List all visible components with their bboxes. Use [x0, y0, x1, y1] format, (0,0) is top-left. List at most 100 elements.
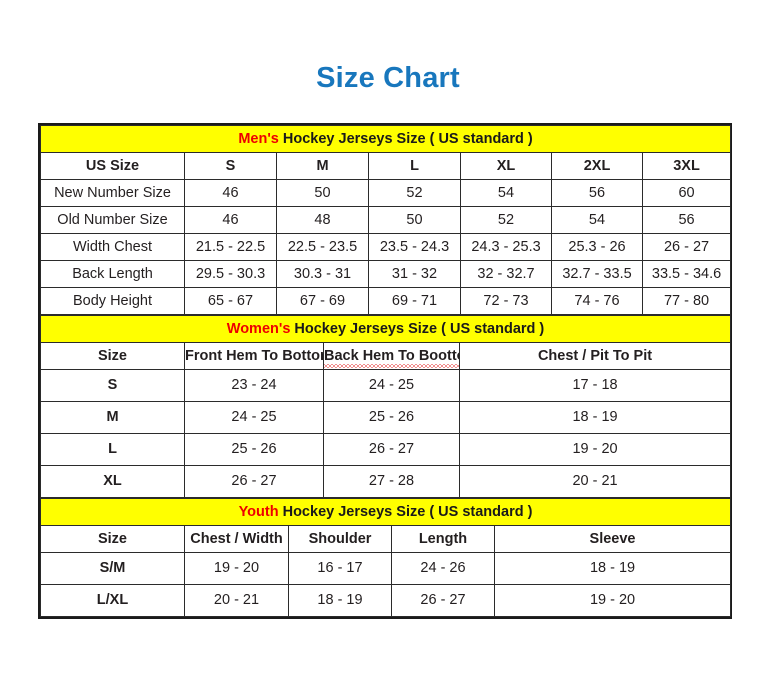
youth-banner-rest: Hockey Jerseys Size ( US standard ) — [278, 504, 533, 520]
womens-section-banner: Women's Hockey Jerseys Size ( US standar… — [39, 315, 732, 343]
womens-size-table: Women's Hockey Jerseys Size ( US standar… — [39, 315, 732, 498]
womens-col-head-1: Front Hem To Bottom — [184, 342, 324, 370]
womens-header-row: Size Front Hem To Bottom Back Hem To Boo… — [40, 342, 732, 370]
mens-cell-0-3: 54 — [460, 179, 552, 207]
womens-cell-3-0: 26 - 27 — [184, 465, 324, 498]
youth-cell-0-2: 24 - 26 — [391, 552, 495, 585]
mens-cell-1-3: 52 — [460, 206, 552, 234]
youth-col-head-4: Sleeve — [493, 525, 732, 553]
mens-cell-4-4: 74 - 76 — [551, 287, 643, 315]
mens-cell-4-5: 77 - 80 — [641, 287, 732, 315]
womens-banner-row: Women's Hockey Jerseys Size ( US standar… — [39, 315, 732, 343]
womens-banner-rest: Hockey Jerseys Size ( US standard ) — [290, 321, 545, 337]
mens-cell-4-0: 65 - 67 — [184, 287, 277, 315]
womens-cell-0-0: 23 - 24 — [184, 369, 324, 402]
mens-banner-rest: Hockey Jerseys Size ( US standard ) — [278, 131, 533, 147]
mens-col-head-2: M — [276, 152, 369, 180]
womens-cell-0-2: 17 - 18 — [458, 369, 732, 402]
youth-cell-1-2: 26 - 27 — [391, 584, 495, 617]
youth-col-head-3: Length — [391, 525, 495, 553]
mens-cell-4-2: 69 - 71 — [368, 287, 461, 315]
mens-row-0-label: New Number Size — [40, 179, 185, 207]
youth-col-head-2: Shoulder — [288, 525, 392, 553]
womens-col-head-0: Size — [40, 342, 185, 370]
table-row: S 23 - 24 24 - 25 17 - 18 — [40, 369, 732, 402]
mens-cell-2-3: 24.3 - 25.3 — [460, 233, 552, 261]
mens-banner-row: Men's Hockey Jerseys Size ( US standard … — [39, 125, 732, 153]
mens-col-head-1: S — [184, 152, 277, 180]
table-row: Back Length 29.5 - 30.3 30.3 - 31 31 - 3… — [40, 260, 732, 288]
mens-row-1-label: Old Number Size — [40, 206, 185, 234]
size-tables-container: Men's Hockey Jerseys Size ( US standard … — [38, 123, 732, 619]
youth-banner-accent: Youth — [238, 504, 279, 520]
womens-cell-0-1: 24 - 25 — [323, 369, 460, 402]
table-row: New Number Size 46 50 52 54 56 60 — [40, 179, 732, 207]
womens-cell-3-2: 20 - 21 — [458, 465, 732, 498]
mens-cell-2-5: 26 - 27 — [641, 233, 732, 261]
mens-header-row: US Size S M L XL 2XL 3XL — [40, 152, 732, 180]
mens-cell-3-0: 29.5 - 30.3 — [184, 260, 277, 288]
womens-col-head-2-text: Back Hem To Boottom — [324, 344, 459, 369]
youth-row-1-label: L/XL — [40, 584, 185, 617]
table-row: Width Chest 21.5 - 22.5 22.5 - 23.5 23.5… — [40, 233, 732, 261]
womens-cell-2-1: 26 - 27 — [323, 433, 460, 466]
womens-row-2-label: L — [40, 433, 185, 466]
mens-row-4-label: Body Height — [40, 287, 185, 315]
womens-col-head-3: Chest / Pit To Pit — [458, 342, 732, 370]
mens-banner-accent: Men's — [238, 131, 279, 147]
womens-row-1-label: M — [40, 401, 185, 434]
mens-cell-1-5: 56 — [641, 206, 732, 234]
mens-col-head-3: L — [368, 152, 461, 180]
mens-cell-2-1: 22.5 - 23.5 — [276, 233, 369, 261]
womens-cell-1-1: 25 - 26 — [323, 401, 460, 434]
mens-cell-0-4: 56 — [551, 179, 643, 207]
table-row: L 25 - 26 26 - 27 19 - 20 — [40, 433, 732, 466]
mens-cell-2-4: 25.3 - 26 — [551, 233, 643, 261]
mens-cell-0-2: 52 — [368, 179, 461, 207]
mens-cell-4-1: 67 - 69 — [276, 287, 369, 315]
mens-cell-3-2: 31 - 32 — [368, 260, 461, 288]
womens-cell-3-1: 27 - 28 — [323, 465, 460, 498]
youth-col-head-1: Chest / Width — [184, 525, 289, 553]
youth-cell-1-1: 18 - 19 — [288, 584, 392, 617]
mens-col-head-0: US Size — [40, 152, 185, 180]
mens-col-head-6: 3XL — [641, 152, 732, 180]
mens-row-2-label: Width Chest — [40, 233, 185, 261]
mens-cell-0-5: 60 — [641, 179, 732, 207]
mens-col-head-5: 2XL — [551, 152, 643, 180]
mens-cell-1-4: 54 — [551, 206, 643, 234]
mens-cell-3-3: 32 - 32.7 — [460, 260, 552, 288]
youth-cell-1-0: 20 - 21 — [184, 584, 289, 617]
mens-section-banner: Men's Hockey Jerseys Size ( US standard … — [39, 125, 732, 153]
mens-cell-3-1: 30.3 - 31 — [276, 260, 369, 288]
table-row: M 24 - 25 25 - 26 18 - 19 — [40, 401, 732, 434]
womens-col-head-2: Back Hem To Boottom — [323, 342, 460, 370]
mens-cell-0-0: 46 — [184, 179, 277, 207]
mens-cell-1-1: 48 — [276, 206, 369, 234]
table-row: XL 26 - 27 27 - 28 20 - 21 — [40, 465, 732, 498]
womens-cell-1-2: 18 - 19 — [458, 401, 732, 434]
table-row: S/M 19 - 20 16 - 17 24 - 26 18 - 19 — [40, 552, 732, 585]
table-row: Old Number Size 46 48 50 52 54 56 — [40, 206, 732, 234]
womens-cell-2-2: 19 - 20 — [458, 433, 732, 466]
mens-cell-2-0: 21.5 - 22.5 — [184, 233, 277, 261]
mens-size-table: Men's Hockey Jerseys Size ( US standard … — [39, 125, 732, 315]
youth-size-table: Youth Hockey Jerseys Size ( US standard … — [39, 498, 732, 617]
table-row: L/XL 20 - 21 18 - 19 26 - 27 19 - 20 — [40, 584, 732, 617]
womens-row-0-label: S — [40, 369, 185, 402]
youth-cell-1-3: 19 - 20 — [493, 584, 732, 617]
mens-cell-2-2: 23.5 - 24.3 — [368, 233, 461, 261]
youth-header-row: Size Chest / Width Shoulder Length Sleev… — [40, 525, 732, 553]
mens-col-head-4: XL — [460, 152, 552, 180]
womens-cell-2-0: 25 - 26 — [184, 433, 324, 466]
mens-cell-3-4: 32.7 - 33.5 — [551, 260, 643, 288]
youth-cell-0-3: 18 - 19 — [493, 552, 732, 585]
mens-cell-1-2: 50 — [368, 206, 461, 234]
table-row: Body Height 65 - 67 67 - 69 69 - 71 72 -… — [40, 287, 732, 315]
womens-cell-1-0: 24 - 25 — [184, 401, 324, 434]
youth-row-0-label: S/M — [40, 552, 185, 585]
womens-row-3-label: XL — [40, 465, 185, 498]
youth-cell-0-1: 16 - 17 — [288, 552, 392, 585]
page-title: Size Chart — [316, 62, 460, 94]
